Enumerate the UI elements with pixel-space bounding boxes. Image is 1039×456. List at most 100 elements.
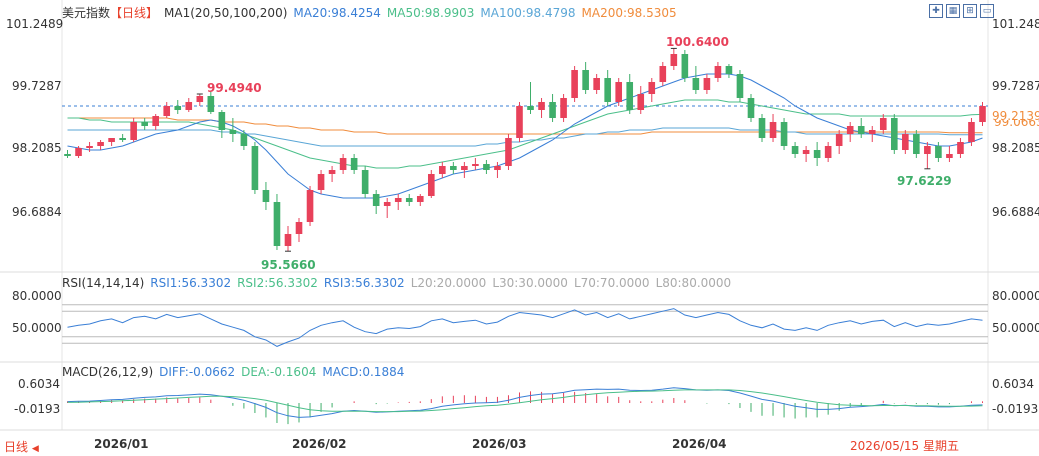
chart-toolbar: ✚ ▦ ⊞ ▭ — [929, 4, 994, 18]
candle-body — [141, 122, 148, 126]
candle-body — [218, 112, 226, 130]
candle-body — [957, 142, 964, 154]
macd-axis-left-bottom: -0.0193 — [14, 402, 61, 416]
candle-body — [439, 166, 446, 174]
l20-value: L20:20.0000 — [410, 276, 487, 290]
annotation-high-1: 99.4940 — [207, 81, 262, 95]
ma100-value: MA100:98.4798 — [480, 6, 576, 20]
symbol-name: 美元指数 — [62, 6, 111, 20]
candle-body — [670, 54, 678, 66]
candle-body — [130, 122, 137, 140]
macd-title[interactable]: MACD(26,12,9) — [62, 365, 154, 379]
cursor-date-label: 2026/05/15 星期五 — [850, 439, 959, 453]
price-axis-left-2: 98.2085 — [12, 141, 62, 155]
candle-body — [935, 146, 942, 158]
x-label-apr: 2026/04 — [672, 437, 727, 451]
ma20-line — [67, 73, 983, 199]
x-label-feb: 2026/02 — [292, 437, 347, 451]
candle-body — [946, 154, 953, 158]
candle-body — [251, 146, 259, 190]
macd-axis-right-top: 0.6034 — [992, 377, 1034, 391]
price-axis-left-1: 99.7287 — [12, 79, 62, 93]
candle-body — [350, 158, 358, 170]
macd-legend: MACD(26,12,9) DIFF:-0.0662 DEA:-0.1604 MACD… — [62, 365, 410, 379]
candle-body — [427, 174, 435, 196]
candle-body — [75, 148, 82, 156]
candle-body — [196, 96, 204, 102]
ma20-value: MA20:98.4254 — [293, 6, 381, 20]
candle-body — [64, 154, 71, 156]
candle-body — [890, 118, 898, 150]
candle-body — [593, 78, 600, 90]
annotation-low-1: 95.5660 — [261, 258, 316, 272]
zoom-in-icon[interactable]: ⊞ — [963, 4, 977, 18]
l80-value: L80:80.0000 — [655, 276, 732, 290]
candle-body — [108, 138, 115, 142]
rsi-axis-left-top: 80.0000 — [12, 289, 62, 303]
candle-body — [516, 106, 523, 138]
candle-body — [295, 222, 303, 234]
candle-body — [747, 98, 755, 118]
period-selector-button[interactable]: 日线 ◀ — [4, 438, 39, 455]
candle-body — [240, 134, 248, 146]
candle-body — [119, 138, 126, 140]
candle-body — [857, 126, 865, 134]
candle-body — [163, 106, 171, 116]
candle-body — [185, 102, 193, 110]
rsi-title[interactable]: RSI(14,14,14) — [62, 276, 145, 290]
dea-value: DEA:-0.1604 — [241, 365, 317, 379]
rsi-axis-right-top: 80.0000 — [992, 289, 1039, 303]
candle-body — [86, 146, 93, 148]
candle-body — [835, 134, 843, 146]
current-price-label: 99.2139 — [992, 109, 1039, 123]
crosshair-icon[interactable]: ✚ — [929, 4, 943, 18]
candle-body — [549, 102, 556, 118]
candle-body — [637, 94, 645, 110]
candle-body — [582, 70, 589, 90]
macd-value: MACD:0.1884 — [322, 365, 405, 379]
ma-indicator-label[interactable]: MA1(20,50,100,200) — [164, 6, 288, 20]
candle-body — [902, 134, 909, 150]
minimize-icon[interactable]: ▭ — [980, 4, 994, 18]
candle-body — [361, 170, 369, 194]
candle-body — [615, 82, 623, 102]
period-label: 【日线】 — [110, 6, 159, 20]
annotation-high-2: 100.6400 — [666, 35, 730, 49]
candle-body — [372, 194, 380, 206]
rsi-line — [67, 308, 983, 347]
price-axis-right-2: 98.2085 — [992, 141, 1039, 155]
ma50-value: MA50:98.9903 — [386, 6, 475, 20]
ma100-line — [67, 127, 983, 147]
ma200-value: MA200:98.5305 — [581, 6, 677, 20]
candle-body — [758, 118, 766, 138]
grid-icon[interactable]: ▦ — [946, 4, 960, 18]
candle-body — [879, 118, 887, 130]
candle-body — [339, 158, 347, 170]
l30-value: L30:30.0000 — [492, 276, 568, 290]
macd-dea-line — [67, 389, 983, 413]
macd-diff-line — [67, 387, 983, 418]
candle-body — [97, 142, 104, 146]
candle-body — [229, 130, 237, 134]
candle-body — [383, 202, 391, 206]
ma200-line — [67, 117, 983, 135]
price-axis-right-1: 99.7287 — [992, 79, 1039, 93]
candle-body — [262, 190, 270, 202]
diff-value: DIFF:-0.0662 — [159, 365, 236, 379]
ma-legend: 美元指数【日线】 MA1(20,50,100,200) MA20:98.4254 MA… — [62, 4, 683, 21]
macd-axis-right-bottom: -0.0193 — [992, 402, 1039, 416]
candle-body — [538, 102, 545, 110]
macd-axis-left-top: 0.6034 — [18, 377, 60, 391]
candle-body — [152, 116, 160, 126]
candle-body — [527, 106, 534, 110]
candle-body — [174, 106, 182, 110]
candle-body — [979, 106, 986, 122]
price-axis-left-3: 96.6884 — [12, 205, 62, 219]
price-axis-left-0: 101.2489 — [6, 17, 64, 31]
current-price-under-label: 99.0663 — [994, 120, 1039, 128]
price-axis-right-3: 96.6884 — [992, 205, 1039, 219]
candle-body — [791, 146, 799, 154]
candle-body — [648, 82, 656, 94]
x-label-jan: 2026/01 — [94, 437, 149, 451]
